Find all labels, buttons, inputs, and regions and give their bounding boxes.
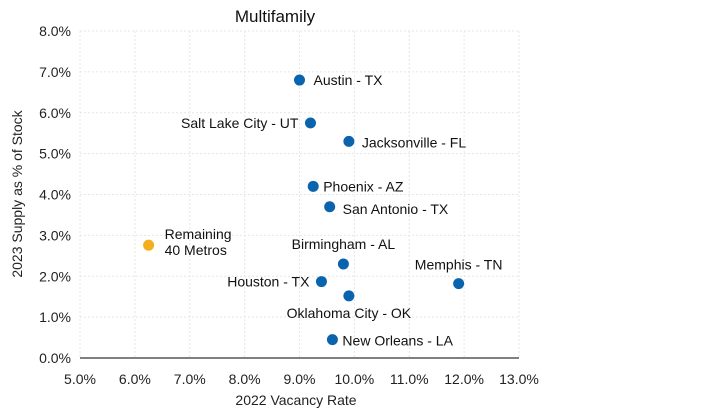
y-tick-label: 6.0% <box>39 105 71 121</box>
y-axis-label: 2023 Supply as % of Stock <box>9 109 25 277</box>
x-tick-label: 9.0% <box>284 371 316 387</box>
y-tick-label: 3.0% <box>39 227 71 243</box>
y-tick-label: 2.0% <box>39 268 71 284</box>
data-point <box>304 117 316 129</box>
y-tick-label: 5.0% <box>39 146 71 162</box>
x-tick-label: 12.0% <box>444 371 484 387</box>
point-label-line: 40 Metros <box>165 242 227 258</box>
point-label: Oklahoma City - OK <box>287 305 412 321</box>
point-label: Austin - TX <box>314 72 384 88</box>
x-tick-label: 10.0% <box>335 371 375 387</box>
data-point <box>324 201 336 213</box>
point-label: Salt Lake City - UT <box>181 115 299 131</box>
y-tick-label: 7.0% <box>39 64 71 80</box>
point-labels: Austin - TX Salt Lake City - UT Jacksonvil… <box>165 72 503 349</box>
x-axis-label: 2022 Vacancy Rate <box>235 392 356 408</box>
point-label: Remaining 40 Metros <box>165 226 232 258</box>
y-tick-label: 1.0% <box>39 309 71 325</box>
point-label: New Orleans - LA <box>342 333 453 349</box>
data-point <box>307 180 319 192</box>
point-label: Birmingham - AL <box>292 236 396 252</box>
data-point <box>315 276 327 288</box>
point-label: Phoenix - AZ <box>323 178 404 194</box>
point-label-line: Remaining <box>165 226 232 242</box>
y-tick-label: 4.0% <box>39 187 71 203</box>
tick-labels: 5.0% 6.0% 7.0% 8.0% 9.0% 10.0% 11.0% 12.0% 13.0%… <box>39 23 539 387</box>
chart-title: Multifamily <box>235 7 316 26</box>
point-label: Memphis - TN <box>415 257 503 273</box>
x-tick-label: 11.0% <box>390 371 429 387</box>
y-tick-label: 8.0% <box>39 23 71 39</box>
x-tick-label: 8.0% <box>229 371 261 387</box>
point-label: Jacksonville - FL <box>362 134 466 150</box>
x-tick-label: 6.0% <box>119 371 151 387</box>
data-point <box>294 74 305 86</box>
data-point <box>453 278 465 290</box>
point-label: Houston - TX <box>227 274 310 290</box>
x-tick-label: 5.0% <box>64 371 96 387</box>
y-tick-label: 0.0% <box>39 350 71 366</box>
x-tick-label: 13.0% <box>499 371 539 387</box>
data-point <box>143 239 155 251</box>
data-points <box>143 74 465 346</box>
data-point <box>343 135 355 147</box>
data-point <box>326 334 338 346</box>
data-point <box>337 258 349 270</box>
data-point <box>343 290 355 302</box>
x-tick-label: 7.0% <box>174 371 206 387</box>
point-label: San Antonio - TX <box>343 201 449 217</box>
